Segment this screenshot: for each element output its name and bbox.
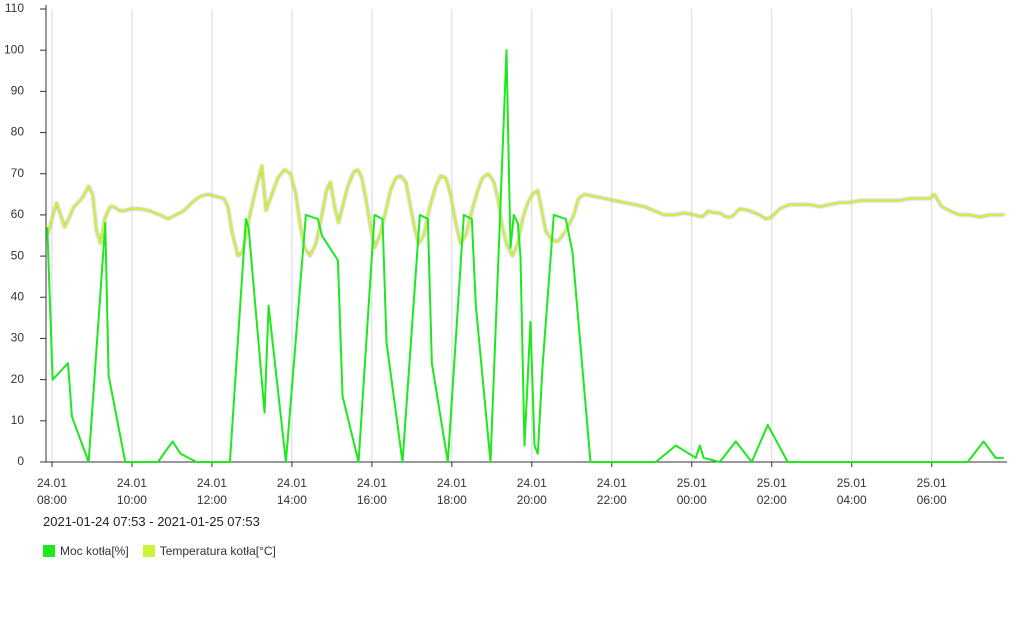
y-tick-label: 20: [11, 372, 25, 386]
x-tick-label: 24.01 08:00: [36, 476, 67, 507]
x-tick-label: 24.01 10:00: [116, 476, 147, 507]
y-tick-label: 40: [11, 289, 25, 303]
legend-label: Temperatura kotła[°C]: [159, 544, 276, 558]
series-line: [46, 49, 1004, 463]
y-tick-label: 70: [11, 166, 25, 180]
x-tick-label: 24.01 14:00: [276, 476, 307, 507]
x-tick-label: 25.01 04:00: [836, 476, 867, 507]
x-tick-label: 25.01 06:00: [916, 476, 947, 507]
legend-item: Moc kotła[%]: [43, 544, 129, 558]
date-range: 2021-01-24 07:53 - 2021-01-25 07:53: [43, 514, 260, 529]
x-tick-label: 24.01 22:00: [596, 476, 627, 507]
y-tick-label: 0: [17, 454, 24, 468]
legend: Moc kotła[%] Temperatura kotła[°C]: [43, 544, 276, 558]
y-tick-label: 90: [11, 84, 25, 98]
x-tick-label: 24.01 16:00: [356, 476, 387, 507]
x-tick-label: 24.01 12:00: [196, 476, 227, 507]
legend-swatch: [43, 545, 55, 557]
y-tick-label: 110: [5, 1, 24, 15]
series-line: [46, 164, 1005, 258]
x-tick-label: 25.01 00:00: [676, 476, 707, 507]
x-tick-label: 24.01 20:00: [516, 476, 547, 507]
y-tick-label: 80: [11, 125, 25, 139]
legend-swatch: [142, 545, 155, 557]
y-tick-label: 10: [11, 413, 25, 427]
y-tick-label: 30: [11, 331, 25, 345]
legend-label: Moc kotła[%]: [60, 544, 129, 558]
legend-item: Temperatura kotła[°C]: [142, 544, 276, 558]
x-tick-label: 25.01 02:00: [756, 476, 787, 507]
y-tick-label: 100: [4, 42, 24, 56]
x-tick-label: 24.01 18:00: [436, 476, 467, 507]
y-tick-label: 60: [11, 207, 25, 221]
y-tick-label: 50: [11, 248, 25, 262]
